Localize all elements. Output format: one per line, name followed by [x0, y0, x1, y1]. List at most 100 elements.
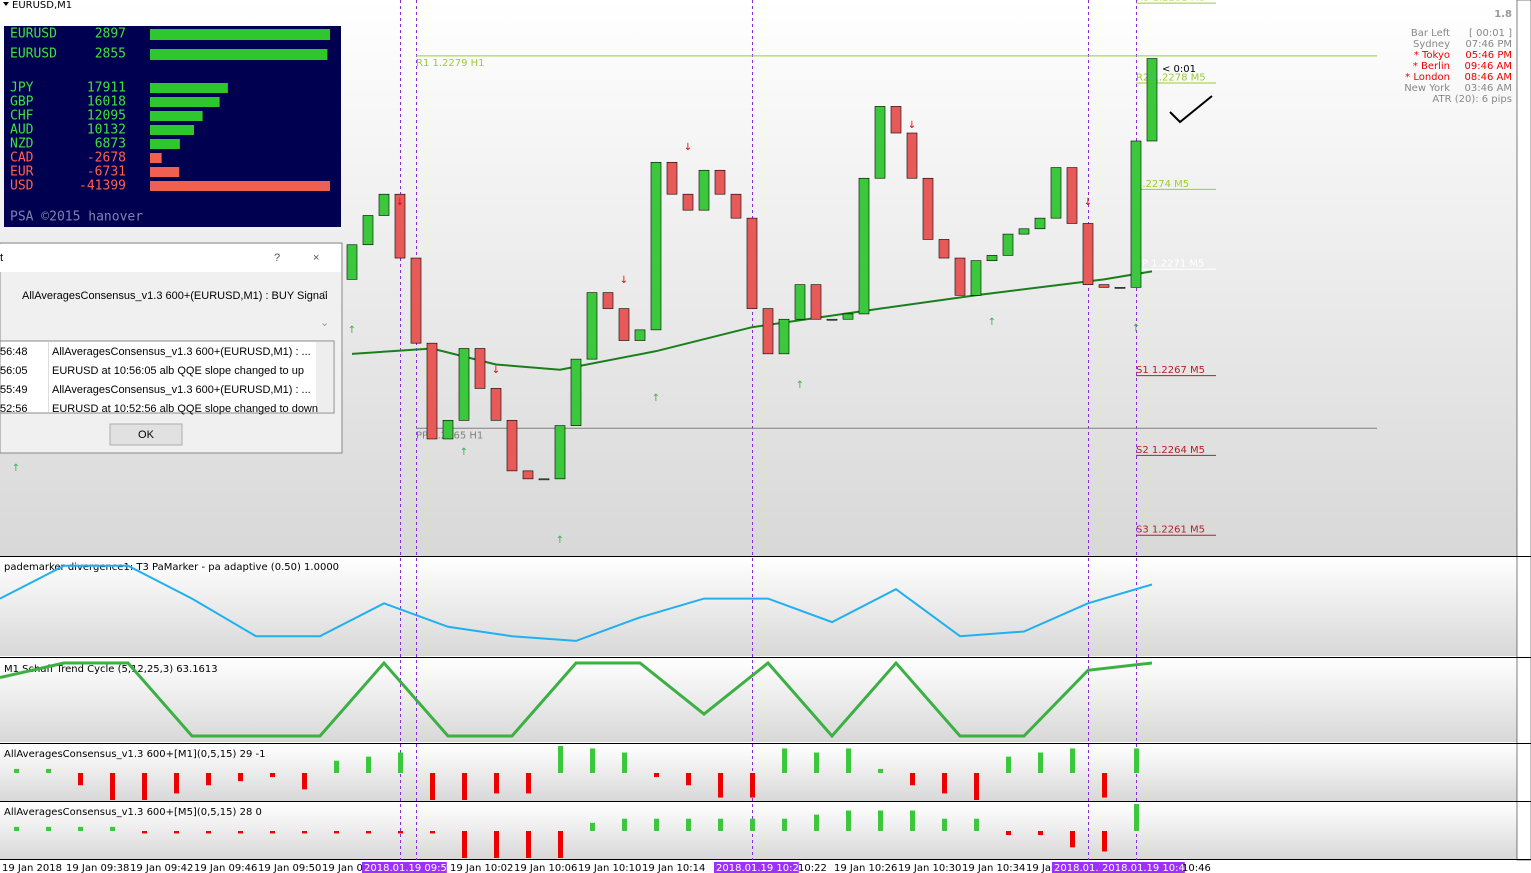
consensus-bar: [270, 831, 275, 834]
consensus-bar: [942, 818, 947, 831]
candle: [1082, 223, 1094, 285]
time-label: 19 Jan 09:46: [194, 863, 257, 873]
candle: [378, 193, 390, 216]
session-time: 07:46 PM: [1465, 39, 1512, 50]
session-time: 08:46 AM: [1465, 72, 1512, 83]
consensus-bar: [494, 831, 499, 858]
time-label: 19 Jan 10:26: [834, 863, 897, 873]
candle: [922, 177, 934, 240]
currency-bar: [150, 83, 228, 93]
consensus-bar: [1070, 831, 1075, 848]
up-arrow: ↑: [796, 380, 804, 391]
consensus-bar: [974, 773, 979, 800]
pivot-label: R3 1.2281 M5: [1136, 0, 1206, 4]
currency-name: NZD: [10, 137, 34, 152]
window-title: EURUSD,M1: [12, 0, 72, 11]
list-scrollbar[interactable]: [316, 342, 333, 412]
help-button[interactable]: ?: [274, 252, 280, 264]
consensus-bar: [782, 818, 787, 831]
pivot-label: R2 1.2278 M5: [1136, 72, 1206, 83]
consensus-bar: [238, 773, 243, 782]
currency-bar: [150, 125, 195, 135]
currency-name: USD: [10, 179, 34, 194]
currency-name: CHF: [10, 109, 34, 124]
row-text: EURUSD at 10:56:05 alb QQE slope changed…: [52, 365, 304, 377]
candle: [938, 239, 950, 259]
candle: [650, 161, 662, 331]
consensus-bar: [590, 748, 595, 773]
session-time: 09:46 AM: [1465, 61, 1512, 72]
consensus-bar: [78, 826, 83, 831]
close-button[interactable]: ×: [313, 252, 319, 264]
time-label: 2018.01.19 10:21: [716, 863, 805, 873]
pivot-label: S2 1.2264 M5: [1136, 445, 1205, 456]
candle: [346, 244, 358, 280]
pivot-label: S1 1.2267 M5: [1136, 365, 1205, 376]
candle: [586, 292, 598, 360]
up-arrow: ↑: [1132, 323, 1140, 334]
candle: [602, 292, 614, 309]
consensus-bar: [334, 760, 339, 773]
session-city: Sydney: [1413, 39, 1450, 50]
currency-value: -41399: [79, 179, 126, 194]
pivot-label: S3 1.2261 M5: [1136, 525, 1205, 536]
time-highlight: [362, 862, 447, 873]
up-arrow: ↑: [348, 325, 356, 336]
time-label: 2018.01.19 09:59: [364, 863, 453, 873]
consensus-bar: [558, 746, 563, 773]
atr: ATR (20): 6 pips: [1432, 94, 1512, 105]
session-city: * London: [1405, 72, 1450, 83]
time-label: 19 Jan 10:14: [642, 863, 705, 873]
candle: [634, 329, 646, 341]
consensus-bar: [718, 773, 723, 798]
time-label: 19 Jan 2018: [2, 863, 62, 873]
consensus-bar: [1102, 831, 1107, 852]
candle: [746, 217, 758, 309]
pivot-label: 1.2274 M5: [1136, 179, 1189, 190]
consensus-bar: [750, 773, 755, 798]
time-highlight: [1100, 862, 1185, 873]
spread: 1.8: [1494, 9, 1512, 20]
session-city: * Tokyo: [1414, 50, 1450, 61]
pair-value: 2855: [95, 47, 126, 62]
candle: [426, 342, 438, 440]
alert-list[interactable]: [0, 340, 335, 414]
pair-value: 2897: [95, 27, 126, 42]
session-time: 05:46 PM: [1465, 50, 1512, 61]
consensus-bar: [46, 826, 51, 831]
consensus-bar: [1070, 748, 1075, 773]
candle: [1098, 284, 1110, 288]
consensus-bar: [1134, 804, 1139, 831]
candle: [506, 420, 518, 472]
candle: [1034, 217, 1046, 230]
consensus-bar: [878, 768, 883, 773]
price-axis: [1516, 0, 1531, 861]
consensus-bar: [398, 831, 403, 834]
candle: [890, 106, 902, 134]
row-time: 55:49: [0, 384, 28, 396]
currency-bar: [150, 111, 203, 121]
consensus-bar: [558, 831, 563, 858]
consensus-bar: [1038, 752, 1043, 773]
candle: [1050, 167, 1062, 219]
time-highlight: [1052, 862, 1105, 873]
currency-bar: [150, 153, 162, 163]
cursor-check: [1169, 95, 1213, 124]
consensus-bar: [846, 748, 851, 773]
session-time: 03:46 AM: [1465, 83, 1512, 94]
title-arrow: [3, 2, 9, 6]
indicator-line: [0, 660, 1153, 739]
consensus-bar: [206, 831, 211, 834]
dialog-title: t: [0, 252, 3, 264]
ok-label[interactable]: OK: [138, 429, 155, 441]
pane-4: [0, 803, 1517, 859]
time-label: 19 Jan 09: [322, 863, 369, 873]
down-arrow: ↓: [1084, 197, 1092, 208]
consensus-bar: [686, 818, 691, 831]
ok-button[interactable]: [109, 423, 183, 446]
currency-name: JPY: [10, 81, 34, 96]
indicator-line: [0, 564, 1153, 642]
